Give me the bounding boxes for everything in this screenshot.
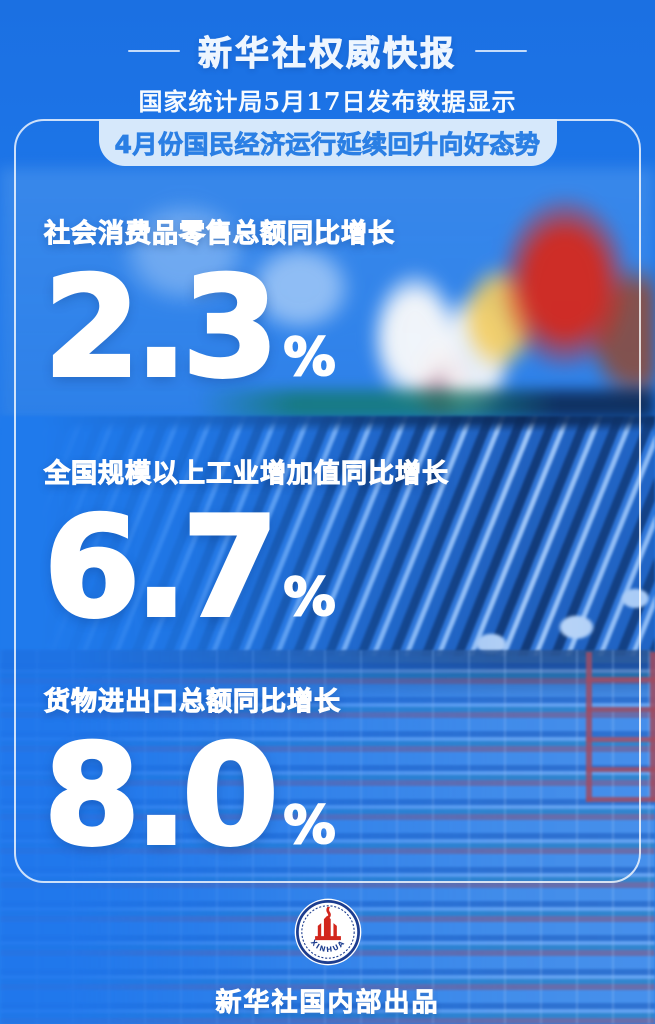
xinhua-logo-icon: XINHUA <box>294 898 361 966</box>
percent-sign: % <box>282 328 336 388</box>
percent-sign: % <box>282 568 336 628</box>
footer: XINHUA 新华社国内部出品 <box>0 898 655 1019</box>
stat-value: 8.0% <box>42 725 341 867</box>
stat-retail-sales: 社会消费品零售总额同比增长 2.3% <box>42 217 396 399</box>
textile-factory-photo <box>0 416 655 656</box>
subtitle: 国家统计局5月17日发布数据显示 <box>138 87 517 116</box>
percent-sign: % <box>282 796 336 856</box>
stat-label: 社会消费品零售总额同比增长 <box>43 219 396 250</box>
stat-goods-trade: 货物进出口总额同比增长 8.0% <box>42 685 342 867</box>
masthead-title: 新华社权威快报 <box>198 34 457 75</box>
stat-number: 2.3 <box>42 247 280 408</box>
stat-number: 8.0 <box>42 715 280 876</box>
footer-credit: 新华社国内部出品 <box>215 988 440 1019</box>
stat-value: 6.7% <box>42 497 449 639</box>
stat-label: 全国规模以上工业增加值同比增长 <box>43 459 450 490</box>
banner-badge: 4月份国民经济运行延续回升向好态势 <box>98 119 557 166</box>
xinhua-emblem <box>314 906 341 941</box>
content-card: 4月份国民经济运行延续回升向好态势 社会消费品零售总额同比增长 2.3% 全国规… <box>14 119 641 883</box>
stat-industrial-output: 全国规模以上工业增加值同比增长 6.7% <box>42 457 450 639</box>
stat-value: 2.3% <box>42 257 395 399</box>
stat-label: 货物进出口总额同比增长 <box>43 687 342 718</box>
masthead-rule-right <box>475 49 527 52</box>
stat-number: 6.7 <box>42 487 280 648</box>
masthead-row: 新华社权威快报 <box>0 26 655 75</box>
masthead-rule-left <box>128 49 180 52</box>
retail-shelf-photo <box>0 168 655 420</box>
